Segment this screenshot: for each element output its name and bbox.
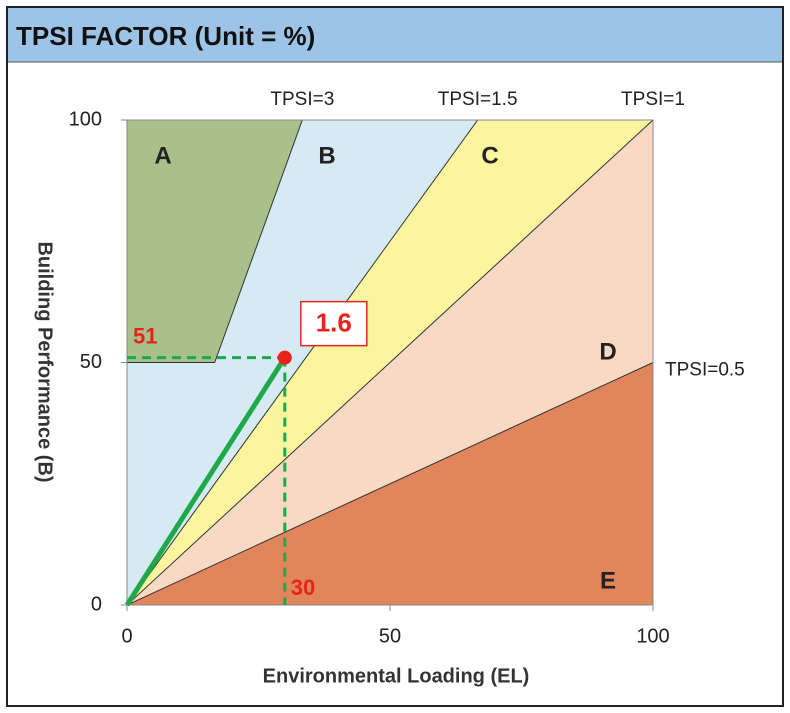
y-tick-label: 0 <box>91 593 102 615</box>
y-tick-label: 50 <box>80 351 102 373</box>
region-label: E <box>600 567 616 594</box>
x-tick-label: 50 <box>379 625 401 647</box>
region-label: B <box>318 142 335 169</box>
tpsi-label: TPSI=0.5 <box>665 360 745 381</box>
point <box>277 350 292 365</box>
tpsi-label: TPSI=1.5 <box>438 89 518 110</box>
tpsi-line <box>126 119 654 606</box>
point-x-label: 30 <box>291 575 315 600</box>
tpsi-line <box>126 119 479 606</box>
y-tick-label: 100 <box>69 108 102 130</box>
x-tick-label: 100 <box>636 625 669 647</box>
point-y-label: 51 <box>133 323 157 348</box>
value-label-box <box>300 300 368 347</box>
tpsi-label: TPSI=3 <box>270 89 334 110</box>
tpsi-line <box>126 362 654 606</box>
title-bar <box>8 8 782 62</box>
value-label: 1.6 <box>316 308 352 338</box>
point-line <box>124 356 287 607</box>
chart-title: TPSI FACTOR (Unit = %) <box>16 21 315 51</box>
x-axis-label: Environmental Loading (EL) <box>263 665 530 687</box>
region-label: A <box>154 142 171 169</box>
x-tick-label: 0 <box>121 625 132 647</box>
y-axis-label: Building Performance (B) <box>34 241 56 482</box>
region-label: C <box>481 142 498 169</box>
tpsi-label: TPSI=1 <box>621 89 685 110</box>
region-label: D <box>599 338 616 365</box>
